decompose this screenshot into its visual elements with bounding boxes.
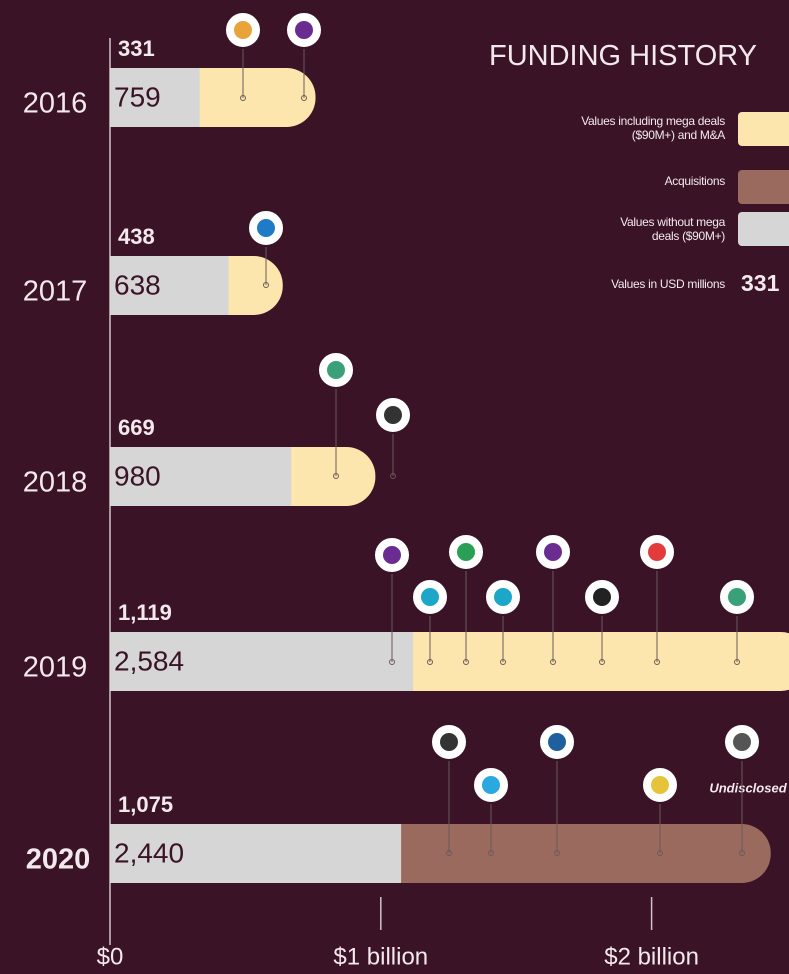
category-label: 2017 [23,276,88,308]
logo-mark [728,588,746,606]
legend-swatch [738,212,789,246]
logo-dot [427,659,433,665]
logo-dot [463,659,469,665]
logo-dot [550,659,556,665]
bar-base [110,256,229,315]
logo-dot [739,850,745,856]
logo-dot [599,659,605,665]
legend-label: Values including mega deals ($90M+) and … [581,114,725,142]
logo-mark [257,219,275,237]
legend-sample: 331 [741,270,780,296]
value-label: 1,119 [118,600,172,625]
logo-dot [389,659,395,665]
legend-note: Values in USD millions [611,277,725,291]
category-label: 2020 [26,844,91,876]
bar-base [110,824,402,883]
logo-dot [263,282,269,288]
value-label: 1,075 [118,792,173,817]
logo-mark [733,733,751,751]
legend-swatch [738,170,789,204]
logo-mark [384,406,402,424]
logo-mark [457,543,475,561]
logo-dot [500,659,506,665]
logo-mark [494,588,512,606]
value-label: 2,584 [114,645,184,676]
value-label: 669 [118,415,155,440]
value-label: 759 [114,81,161,112]
bar-base [110,68,200,127]
logo-mark [593,588,611,606]
logo-mark [383,546,401,564]
logo-dot [657,850,663,856]
bar-base [110,447,292,506]
logo-dot [488,850,494,856]
logo-dot [734,659,740,665]
logo-mark [544,543,562,561]
legend-swatch [738,112,789,146]
logo-dot [301,95,307,101]
logo-mark [327,361,345,379]
annotation: Undisclosed [709,780,787,795]
logo-mark [421,588,439,606]
logo-mark [648,543,666,561]
value-label: 980 [114,460,161,491]
value-label: 638 [114,269,161,300]
logo-dot [654,659,660,665]
logo-dot [554,850,560,856]
logo-dot [390,473,396,479]
logo-mark [651,776,669,794]
value-label: 438 [118,224,155,249]
x-tick-label: $0 [97,943,124,970]
value-label: 331 [118,36,155,61]
chart-title: FUNDING HISTORY [489,40,758,72]
category-label: 2019 [23,652,88,684]
x-tick-label: $2 billion [604,943,699,970]
logo-dot [240,95,246,101]
logo-mark [482,776,500,794]
category-label: 2016 [23,88,88,120]
bar-base [110,632,414,691]
logo-mark [295,21,313,39]
legend-label: Values without mega deals ($90M+) [620,215,725,243]
logo-mark [234,21,252,39]
logo-mark [440,733,458,751]
category-label: 2018 [23,467,88,499]
logo-dot [333,473,339,479]
legend-label: Acquisitions [664,174,726,188]
x-tick-label: $1 billion [333,943,428,970]
value-label: 2,440 [114,837,184,868]
logo-dot [446,850,452,856]
logo-mark [548,733,566,751]
